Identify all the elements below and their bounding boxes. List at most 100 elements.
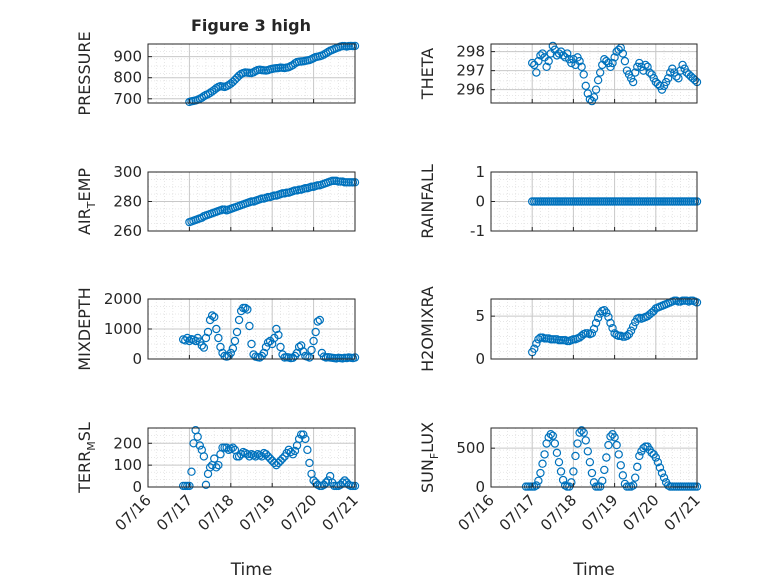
data-point [294,434,304,444]
data-point [602,308,611,317]
data-point [210,454,219,463]
data-point [319,50,329,59]
data-point [234,315,244,325]
data-point [604,312,613,322]
data-point [311,327,320,337]
y-tick-label: 800 [113,69,142,87]
data-point [546,430,555,439]
data-point [540,450,549,459]
y-tick-label: 0 [132,350,142,368]
y-axis-label: RAINFALL [418,164,437,239]
data-point [563,49,572,58]
x-tick-label: 07/17 [496,491,539,534]
subplot-7: 0 100 200 TERRMSL 07/1607/1707/1807/1907/200… [75,422,362,580]
y-axis-label: THETA [418,48,437,100]
data-point [579,70,588,79]
x-tick-label: 07/21 [319,491,362,534]
data-point [201,333,211,343]
data-point [589,93,599,102]
data-point [288,353,298,362]
data-point [587,468,597,478]
data-point [193,432,202,441]
data-point [255,353,264,362]
data-point [616,461,625,470]
y-tick-label: 2000 [104,290,142,308]
data-point [261,450,271,459]
data-point [581,81,590,91]
data-point [534,56,543,66]
data-point [305,353,314,362]
data-point [278,454,287,463]
data-point [577,62,586,72]
x-tick-label: 07/16 [455,491,498,534]
data-point [534,476,543,485]
data-point [628,77,638,87]
data-point [600,465,609,475]
x-tick-label: 07/20 [619,491,662,534]
data-point [207,311,217,320]
data-point [558,51,568,60]
data-point [620,56,630,66]
y-tick-label: 1 [475,163,485,181]
data-point [228,344,238,353]
data-point [575,56,584,66]
data-point [579,428,588,437]
y-axis-label: SUNFLUX [418,422,441,493]
data-point [645,68,654,77]
data-point [245,321,254,331]
data-point [284,445,293,455]
y-axis-label: AIRTEMP [75,168,98,235]
y-tick-label: 0 [475,193,485,211]
data-point [276,456,285,465]
data-point [554,49,564,58]
data-point [292,348,302,358]
data-point [587,329,597,338]
data-point [556,467,566,476]
data-point [299,430,308,439]
data-point [251,452,260,461]
figure-title: Figure 3 high [191,16,311,35]
y-tick-label: 200 [113,434,142,452]
data-point [653,457,663,467]
data-point [274,330,283,340]
data-point [635,451,644,461]
x-tick-label: 07/20 [277,491,320,534]
data-point [600,305,609,315]
subplot-3: 260 280 300 AIRTEMP [75,163,360,240]
data-point [323,476,333,485]
data-point [195,441,204,450]
data-point [340,476,349,485]
data-point [606,432,615,441]
y-tick-label: 1000 [104,320,142,338]
data-point [307,345,316,355]
data-point [610,53,619,62]
data-point [591,85,601,94]
data-point [631,473,640,482]
data-point [201,480,211,490]
axes-box [490,427,698,488]
data-point [577,426,586,435]
y-tick-label: 280 [113,193,142,211]
axes-box [490,43,698,104]
data-point [276,342,285,352]
data-point [530,344,539,353]
y-tick-label: 0 [475,350,485,368]
axes-box [147,427,356,488]
data-point [536,468,545,478]
data-point [573,439,582,448]
y-tick-label: 700 [113,90,142,108]
data-point [259,348,269,358]
data-point [585,457,595,467]
data-point [315,315,325,325]
data-point [263,452,273,461]
data-point [610,433,619,442]
data-point [294,342,304,352]
data-point [241,303,250,313]
data-point [205,463,215,472]
axes-box [147,43,356,104]
y-tick-label: -1 [470,222,485,240]
data-point [655,463,665,472]
data-point [538,459,547,468]
data-point [581,436,590,445]
y-tick-label: 0 [475,478,485,496]
